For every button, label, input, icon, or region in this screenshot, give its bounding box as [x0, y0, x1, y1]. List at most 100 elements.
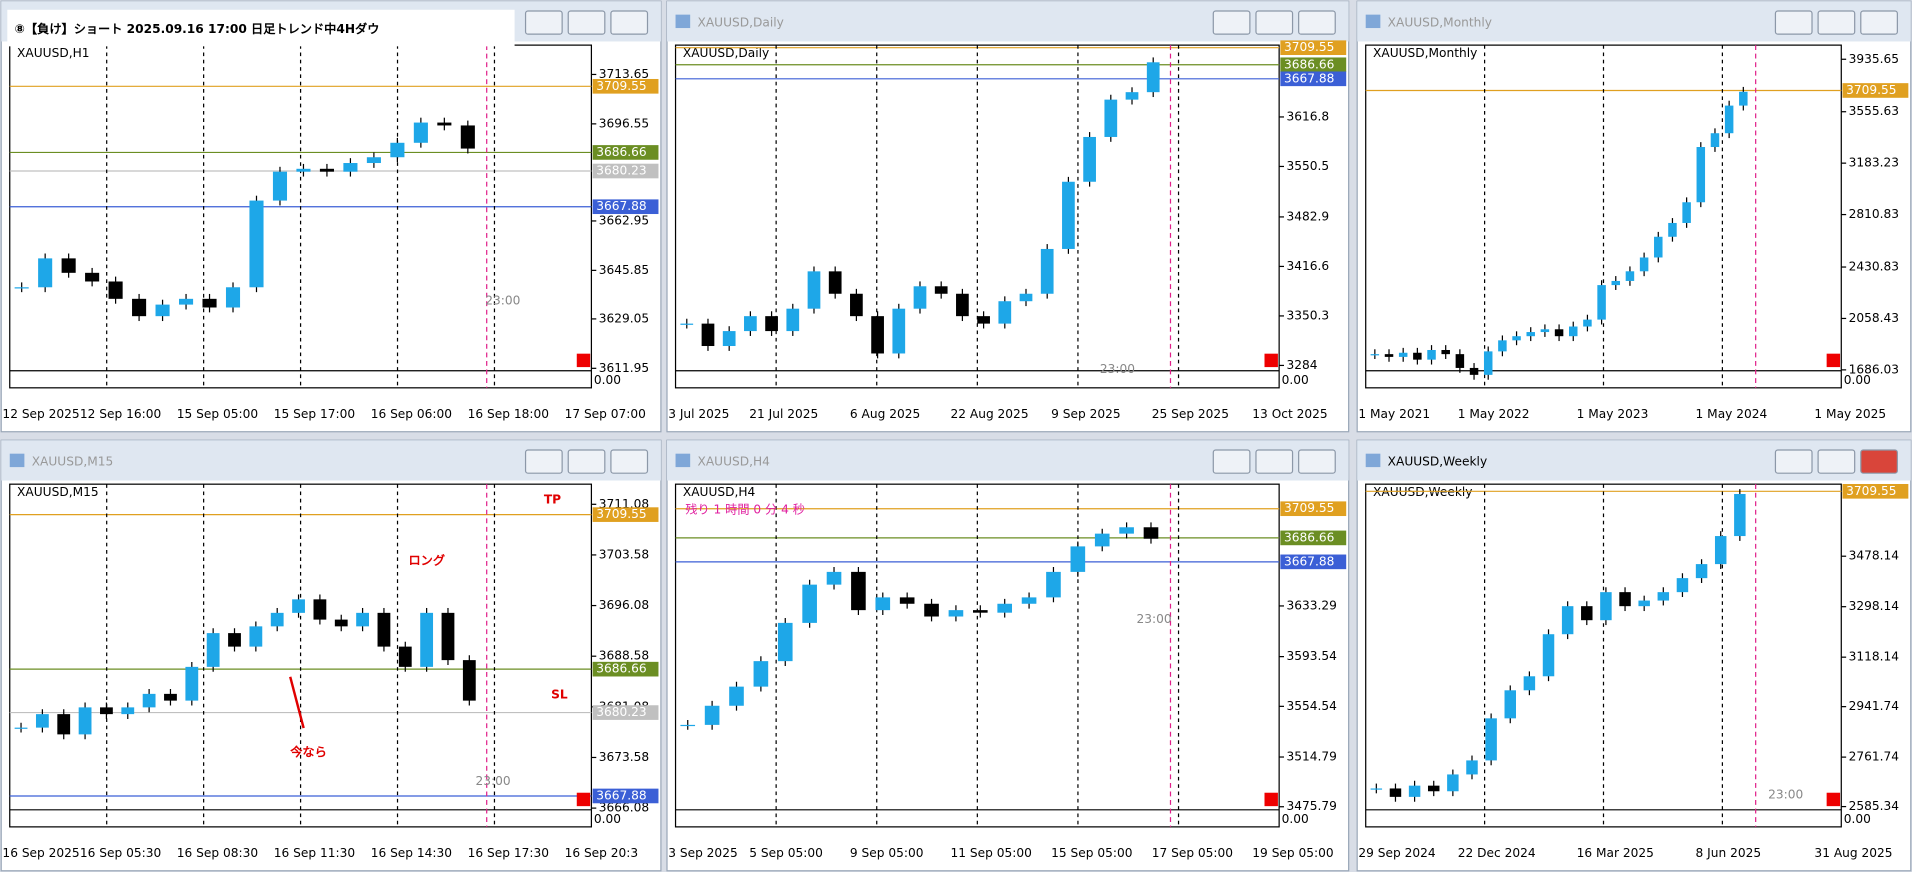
- candle: [398, 646, 412, 667]
- maximize-button[interactable]: [1817, 449, 1856, 474]
- close-button[interactable]: [610, 10, 649, 35]
- close-button[interactable]: [1860, 10, 1898, 35]
- price-tag: [592, 705, 659, 720]
- candle: [875, 597, 891, 611]
- x-tick-label: 16 Sep 18:00: [468, 407, 549, 421]
- candle: [701, 323, 715, 347]
- candle: [977, 316, 990, 324]
- price-tag: [1280, 501, 1347, 517]
- candle: [1583, 319, 1592, 327]
- candle: [225, 287, 241, 308]
- price-tag-label: 3686.66: [596, 145, 646, 159]
- y-tick-label: 2941.74: [1849, 699, 1900, 713]
- candle: [1083, 136, 1096, 182]
- maximize-button[interactable]: [567, 449, 606, 474]
- x-tick-label: 3 Jul 2025: [668, 407, 729, 421]
- maximize-button[interactable]: [1255, 10, 1294, 35]
- minimize-button[interactable]: [1212, 449, 1251, 474]
- window-title: XAUUSD,H4: [697, 455, 770, 469]
- window-icon: [1365, 14, 1381, 29]
- price-tag: [1280, 57, 1347, 73]
- price-tag-label: 3667.88: [1284, 554, 1334, 568]
- candle: [38, 258, 53, 288]
- x-tick-label: 22 Aug 2025: [951, 407, 1029, 421]
- price-tag-label: 3667.88: [596, 199, 646, 213]
- minimize-button[interactable]: [1774, 449, 1813, 474]
- y-tick-label: 3645.85: [599, 263, 649, 277]
- annotation: 23:00: [476, 774, 511, 788]
- candle: [460, 125, 475, 149]
- arrow: [289, 676, 305, 729]
- close-button[interactable]: [610, 449, 649, 474]
- x-tick-label: 9 Sep 2025: [1051, 407, 1120, 421]
- y-tick-label: 3183.23: [1849, 156, 1899, 170]
- y-tick-label: 3935.65: [1849, 52, 1899, 66]
- candle: [1654, 236, 1663, 258]
- candle: [934, 286, 948, 294]
- y-tick-label: 2430.83: [1849, 260, 1899, 274]
- x-tick-label: 1 May 2024: [1696, 407, 1768, 421]
- candle: [377, 612, 391, 647]
- y-tick-label: 3554.54: [1286, 699, 1337, 713]
- y-tick-label: 3673.58: [599, 750, 649, 764]
- minimize-button[interactable]: [524, 10, 563, 35]
- candle: [1466, 760, 1478, 775]
- candle: [1600, 592, 1612, 621]
- x-tick-label: 16 Sep 20:3: [565, 846, 639, 860]
- price-tag: [1842, 483, 1909, 499]
- x-tick-label: 8 Jun 2025: [1696, 846, 1762, 860]
- minimize-button[interactable]: [1774, 10, 1813, 35]
- candle: [132, 298, 147, 317]
- price-tag-label: 3686.66: [1284, 530, 1334, 544]
- maximize-button[interactable]: [1817, 10, 1856, 35]
- candle: [155, 304, 170, 317]
- close-button[interactable]: [1860, 449, 1898, 474]
- candle: [1370, 354, 1380, 356]
- price-tag-label: 3667.88: [596, 788, 646, 802]
- x-tick-label: 9 Sep 05:00: [850, 846, 924, 860]
- x-tick-label: 16 Sep 2025: [2, 846, 79, 860]
- candle: [228, 633, 241, 647]
- x-tick-label: 5 Sep 05:00: [749, 846, 823, 860]
- x-tick-label: 12 Sep 2025: [2, 407, 79, 421]
- candle: [1526, 332, 1535, 337]
- candle: [356, 612, 369, 627]
- window-title: XAUUSD,Daily: [697, 16, 783, 30]
- minimize-button[interactable]: [524, 449, 563, 474]
- sub-label: 0.00: [1282, 373, 1309, 387]
- sub-label: 0.00: [1282, 812, 1309, 826]
- annotation: 今なら: [289, 744, 327, 759]
- candle: [997, 603, 1013, 613]
- candle: [1019, 293, 1033, 302]
- candle: [100, 707, 113, 715]
- maximize-button[interactable]: [1255, 449, 1294, 474]
- candle: [972, 610, 988, 613]
- candle: [1714, 536, 1727, 565]
- candle: [1676, 578, 1689, 593]
- x-tick-label: 29 Sep 2024: [1358, 846, 1435, 860]
- window-icon: [675, 14, 691, 29]
- candle: [1427, 785, 1440, 792]
- candle: [1384, 354, 1394, 357]
- candle: [828, 271, 842, 294]
- x-tick-label: 13 Oct 2025: [1252, 407, 1327, 421]
- candle: [1561, 606, 1574, 635]
- close-button[interactable]: [1298, 10, 1336, 35]
- candle: [753, 661, 769, 687]
- maximize-button[interactable]: [567, 10, 606, 35]
- candle: [272, 171, 288, 201]
- candle: [1408, 785, 1421, 797]
- x-tick-label: 25 Sep 2025: [1152, 407, 1229, 421]
- minimize-button[interactable]: [1212, 10, 1251, 35]
- candle: [1625, 271, 1635, 281]
- price-tag-label: 3686.66: [1284, 57, 1334, 71]
- candle: [1682, 202, 1691, 223]
- candle: [61, 258, 76, 273]
- candle: [871, 316, 884, 354]
- candle: [57, 714, 71, 735]
- candle: [1710, 133, 1720, 148]
- close-button[interactable]: [1298, 449, 1336, 474]
- x-tick-label: 1 May 2023: [1577, 407, 1649, 421]
- candle: [1695, 564, 1708, 579]
